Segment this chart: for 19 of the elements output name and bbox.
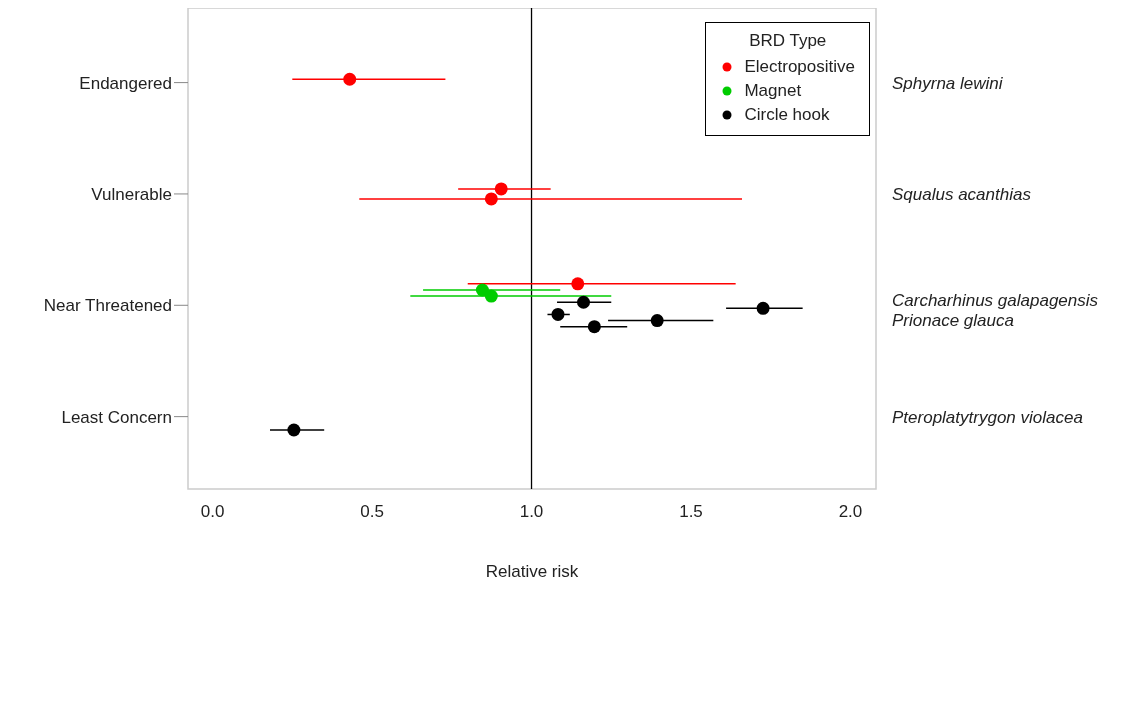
- y-tick-label: Vulnerable: [91, 184, 172, 204]
- y-tick-label: Near Threatened: [43, 296, 172, 316]
- legend-label: Circle hook: [744, 105, 830, 125]
- x-tick-label: 1.5: [679, 502, 703, 522]
- text: Pteroplatytrygon violacea: [892, 407, 1083, 427]
- x-tick-label: 2.0: [838, 502, 863, 522]
- text: Carcharhinus galapagensis: [892, 290, 1099, 310]
- x-axis-title: Relative risk: [485, 562, 579, 581]
- x-tick-label: 0.5: [360, 502, 384, 522]
- y-tick-label: Least Concern: [61, 407, 172, 427]
- legend-label: Electropositive: [744, 57, 855, 77]
- x-tick-label: 1.0: [519, 502, 544, 522]
- text: Prionace glauca: [892, 310, 1014, 330]
- text: Sphyrna lewini: [892, 73, 1004, 93]
- legend-label: Magnet: [744, 81, 802, 101]
- legend-title: BRD Type: [748, 31, 828, 51]
- text: Squalus acanthias: [892, 184, 1032, 204]
- y-tick-label: Endangered: [79, 73, 172, 93]
- x-tick-label: 0.0: [200, 502, 225, 522]
